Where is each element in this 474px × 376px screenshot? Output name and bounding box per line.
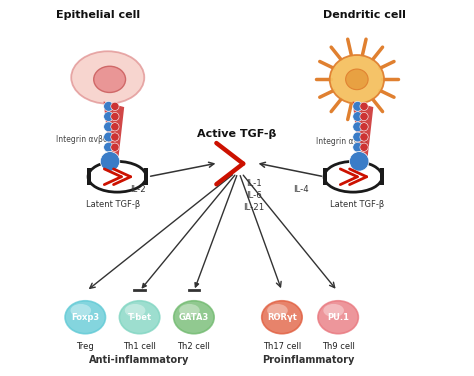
Circle shape (111, 123, 119, 131)
Ellipse shape (318, 301, 358, 334)
Text: Active TGF-β: Active TGF-β (197, 129, 277, 139)
Text: Th9 cell: Th9 cell (322, 342, 355, 351)
Text: Integrin αvβ8: Integrin αvβ8 (317, 137, 368, 146)
Ellipse shape (173, 301, 214, 334)
Circle shape (111, 143, 119, 152)
Text: Dendritic cell: Dendritic cell (323, 10, 406, 20)
Circle shape (360, 123, 368, 131)
Ellipse shape (324, 161, 382, 192)
Text: Th17 cell: Th17 cell (263, 342, 301, 351)
Ellipse shape (262, 301, 302, 334)
Text: T-bet: T-bet (128, 313, 152, 322)
Circle shape (104, 112, 113, 121)
Text: IL-2: IL-2 (130, 185, 146, 194)
Ellipse shape (71, 304, 91, 317)
Text: RORγt: RORγt (267, 313, 297, 322)
Text: Latent TGF-β: Latent TGF-β (330, 200, 384, 209)
Text: Th2 cell: Th2 cell (177, 342, 210, 351)
Circle shape (349, 152, 369, 171)
Ellipse shape (179, 304, 200, 317)
Circle shape (104, 122, 113, 132)
Ellipse shape (330, 55, 384, 104)
Bar (380, 168, 383, 185)
Bar (87, 168, 91, 185)
Polygon shape (104, 102, 124, 156)
Text: Foxp3: Foxp3 (71, 313, 100, 322)
Circle shape (104, 132, 113, 142)
Ellipse shape (125, 304, 146, 317)
Text: Treg: Treg (76, 342, 94, 351)
Ellipse shape (88, 161, 146, 192)
Circle shape (360, 143, 368, 152)
Circle shape (353, 132, 363, 142)
Text: IL-1
IL-6
IL-21: IL-1 IL-6 IL-21 (243, 179, 264, 212)
Text: PU.1: PU.1 (327, 313, 349, 322)
Ellipse shape (94, 66, 126, 92)
Ellipse shape (119, 301, 160, 334)
Text: Anti-inflammatory: Anti-inflammatory (90, 355, 190, 365)
Text: Th1 cell: Th1 cell (123, 342, 156, 351)
Polygon shape (353, 102, 374, 156)
Text: Proinflammatory: Proinflammatory (262, 355, 355, 365)
Circle shape (100, 152, 120, 171)
Bar (323, 168, 327, 185)
Circle shape (360, 133, 368, 141)
Circle shape (353, 112, 363, 121)
Ellipse shape (267, 304, 288, 317)
Text: Latent TGF-β: Latent TGF-β (85, 200, 140, 209)
Circle shape (360, 112, 368, 121)
Ellipse shape (65, 301, 106, 334)
Ellipse shape (346, 69, 368, 89)
Text: IL-4: IL-4 (293, 185, 309, 194)
Circle shape (104, 143, 113, 152)
Text: Integrin αvβ6: Integrin αvβ6 (56, 135, 108, 144)
Text: Epithelial cell: Epithelial cell (56, 10, 140, 20)
Circle shape (360, 102, 368, 111)
Circle shape (353, 143, 363, 152)
Circle shape (111, 102, 119, 111)
Circle shape (104, 102, 113, 111)
Circle shape (353, 122, 363, 132)
Circle shape (111, 133, 119, 141)
Ellipse shape (71, 51, 144, 104)
Circle shape (353, 102, 363, 111)
Bar (144, 168, 148, 185)
Text: GATA3: GATA3 (179, 313, 209, 322)
Ellipse shape (323, 304, 344, 317)
Circle shape (111, 112, 119, 121)
